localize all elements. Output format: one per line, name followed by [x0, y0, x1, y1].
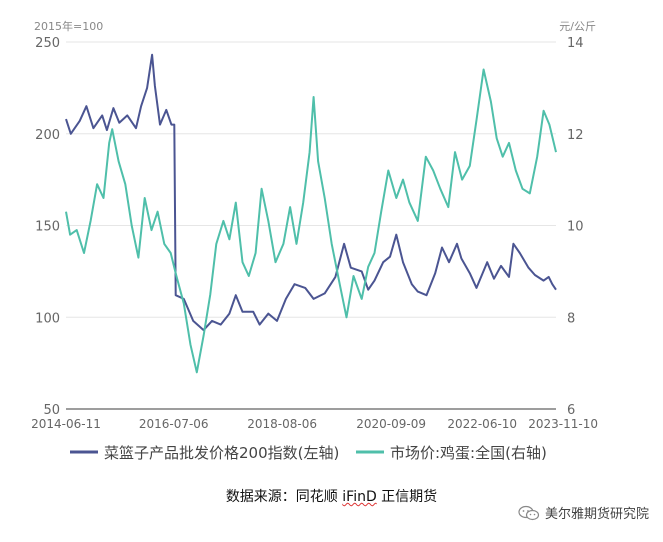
- right-tick-label: 14: [567, 36, 584, 51]
- source-ifind: iFinD: [342, 489, 377, 505]
- x-tick-label: 2023-11-10: [528, 417, 598, 431]
- source-prefix: 数据来源：同花顺: [225, 489, 343, 505]
- x-tick-label: 2018-08-06: [247, 417, 317, 431]
- left-tick-label: 250: [35, 36, 60, 51]
- right-tick-label: 8: [567, 311, 575, 326]
- data-source-note: 数据来源：同花顺 iFinD 正信期货: [0, 486, 663, 506]
- left-axis-ticks: 50 100 150 200 250: [35, 36, 60, 418]
- x-tick-label: 2020-09-09: [356, 417, 426, 431]
- right-tick-label: 10: [567, 220, 584, 235]
- right-tick-label: 6: [567, 403, 575, 418]
- source-suffix: 正信期货: [376, 489, 438, 505]
- series-line-egg-price: [65, 68, 557, 374]
- left-tick-label: 100: [35, 311, 60, 326]
- series-line-basket-index: [65, 53, 557, 332]
- wechat-icon: [518, 505, 540, 520]
- legend-label-index: 菜篮子产品批发价格200指数(左轴): [104, 444, 339, 462]
- right-tick-label: 12: [567, 128, 584, 143]
- x-tick-label: 2022-06-10: [447, 417, 517, 431]
- right-axis-ticks: 6 8 10 12 14: [567, 36, 584, 418]
- legend-label-egg: 市场价:鸡蛋:全国(右轴): [390, 444, 547, 462]
- left-tick-label: 150: [35, 220, 60, 235]
- x-tick-label: 2016-07-06: [139, 417, 209, 431]
- watermark: 美尔雅期货研究院: [518, 503, 649, 522]
- series-lines: [65, 53, 557, 374]
- x-tick-label: 2014-06-11: [31, 417, 101, 431]
- legend: 菜篮子产品批发价格200指数(左轴) 市场价:鸡蛋:全国(右轴): [70, 444, 547, 462]
- left-tick-label: 200: [35, 128, 60, 143]
- chart: 2015年=100 元/公斤 50 100 150 200 250 6 8 10 12 14 2…: [31, 19, 598, 462]
- right-axis-unit: 元/公斤: [559, 20, 596, 33]
- watermark-text: 美尔雅期货研究院: [544, 507, 649, 522]
- x-axis-ticks: 2014-06-11 2016-07-06 2018-08-06 2020-09-09…: [31, 417, 598, 431]
- left-axis-unit: 2015年=100: [34, 19, 103, 33]
- left-tick-label: 50: [43, 403, 60, 418]
